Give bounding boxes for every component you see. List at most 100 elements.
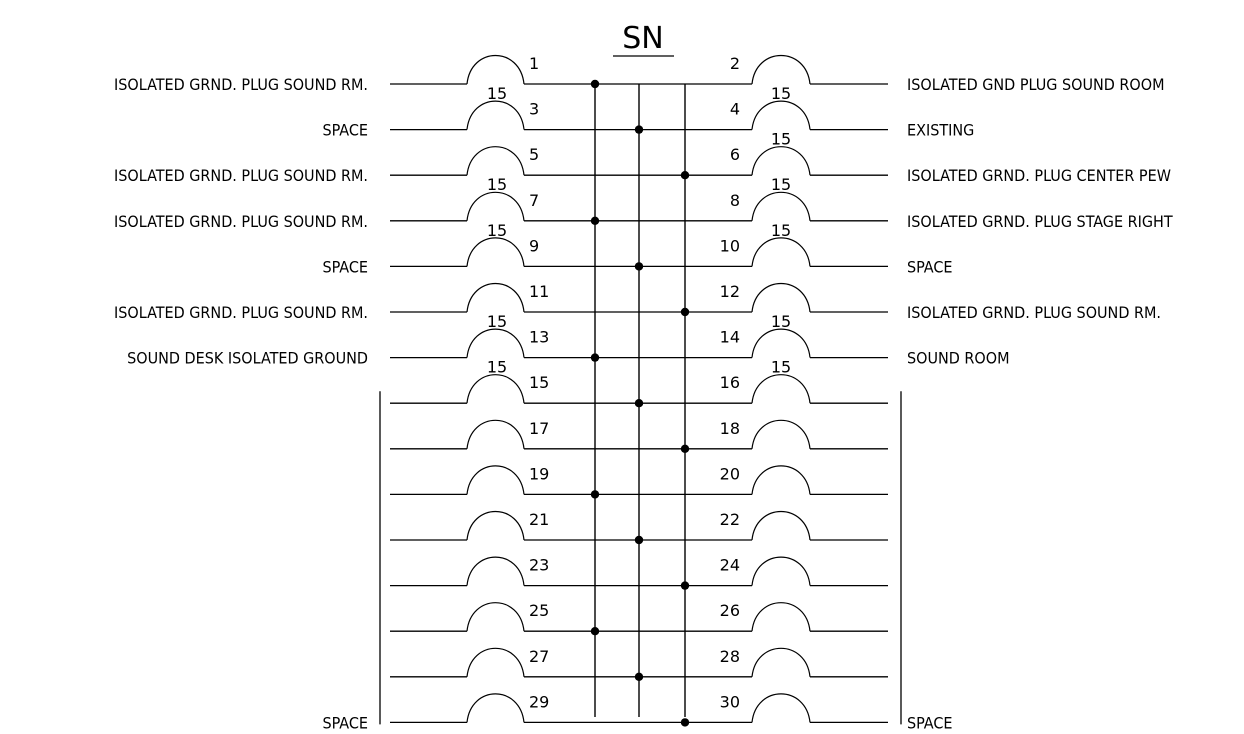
breaker-trip-rating: 15: [487, 221, 507, 240]
circuit-number: 5: [529, 145, 539, 164]
circuit-30: 30: [685, 692, 888, 724]
circuit-number: 12: [720, 282, 740, 301]
circuit-4: 4 15 EXISTING: [639, 100, 974, 149]
breaker-trip-rating: 15: [771, 312, 791, 331]
circuit-number: 20: [720, 464, 740, 483]
circuit-27: 27: [390, 647, 644, 681]
circuit-number: 28: [720, 647, 740, 666]
circuit-number: 25: [529, 601, 549, 620]
panel-title: SN: [613, 21, 674, 57]
space-group-label: SPACE: [907, 713, 953, 732]
circuit-14: 14 15 SOUND ROOM: [595, 328, 1010, 377]
circuit-17: 17: [390, 419, 690, 453]
circuit-20: 20: [595, 464, 888, 496]
space-group-label: SPACE: [322, 713, 368, 732]
breaker-symbol: [466, 510, 525, 541]
circuit-number: 4: [730, 100, 740, 119]
circuit-28: 28: [639, 647, 888, 678]
circuit-load-label: ISOLATED GRND. PLUG SOUND RM.: [114, 303, 368, 322]
circuit-19: 19: [390, 464, 600, 499]
circuit-3: 3 SPACE: [322, 100, 644, 140]
circuit-18: 18: [685, 419, 888, 450]
circuit-23: 23: [390, 556, 690, 590]
breaker-symbol: [751, 693, 811, 723]
circuit-number: 2: [730, 54, 740, 73]
breaker-symbol: [466, 237, 525, 267]
circuit-number: 3: [529, 100, 539, 119]
breaker-trip-rating: 15: [487, 312, 507, 331]
breaker-trip-rating: 15: [771, 175, 791, 194]
circuit-number: 13: [529, 328, 549, 347]
circuit-number: 21: [529, 510, 549, 529]
breaker-symbol: [466, 100, 525, 130]
breaker-symbol: [466, 602, 525, 632]
breaker-symbol: [466, 693, 525, 723]
circuit-13: 13 15 SOUND DESK ISOLATED GROUND: [127, 328, 600, 377]
circuit-number: 8: [730, 191, 740, 210]
circuit-load-label: ISOLATED GRND. PLUG CENTER PEW: [907, 166, 1171, 185]
circuit-load-label: SPACE: [907, 257, 953, 276]
circuit-21: 21: [390, 510, 644, 545]
circuit-1: 1 15 ISOLATED GRND. PLUG SOUND RM.: [114, 54, 600, 103]
circuit-load-label: SOUND ROOM: [907, 349, 1010, 368]
circuit-number: 7: [529, 191, 539, 210]
breaker-trip-rating: 15: [771, 221, 791, 240]
breaker-symbol: [466, 374, 525, 404]
circuit-29: 29: [390, 692, 690, 727]
circuit-25: 25: [390, 601, 600, 636]
breaker-symbol: [751, 191, 811, 221]
space-group-right: SPACE: [900, 391, 953, 732]
circuit-number: 26: [720, 601, 740, 620]
breaker-trip-rating: 15: [487, 358, 507, 377]
circuit-number: 16: [720, 373, 740, 392]
breaker-symbol: [751, 602, 811, 632]
breaker-symbol: [751, 146, 811, 176]
circuit-load-label: ISOLATED GRND. PLUG SOUND RM.: [114, 166, 368, 185]
circuit-load-label: ISOLATED GND PLUG SOUND ROOM: [907, 75, 1164, 94]
circuit-load-label: ISOLATED GRND. PLUG SOUND RM.: [907, 303, 1161, 322]
circuit-number: 23: [529, 556, 549, 575]
panel-name: SN: [622, 21, 663, 56]
breaker-symbol: [466, 54, 525, 85]
breaker-trip-rating: 15: [771, 84, 791, 103]
circuit-load-label: SPACE: [322, 121, 368, 140]
breaker-symbol: [751, 100, 811, 130]
breaker-symbol: [466, 191, 525, 221]
circuit-16: 16: [639, 373, 888, 404]
circuit-number: 27: [529, 647, 549, 666]
breaker-symbol: [751, 374, 811, 404]
breaker-symbol: [466, 146, 525, 176]
circuit-load-label: SOUND DESK ISOLATED GROUND: [127, 349, 368, 368]
breaker-trip-rating: 15: [487, 84, 507, 103]
breaker-symbol: [751, 54, 811, 85]
breaker-symbol: [751, 465, 811, 495]
circuit-number: 19: [529, 464, 549, 483]
breaker-symbol: [466, 465, 525, 495]
breaker-symbol: [466, 419, 525, 449]
circuit-24: 24: [685, 556, 888, 587]
circuit-number: 22: [720, 510, 740, 529]
circuit-number: 11: [529, 282, 549, 301]
circuit-load-label: ISOLATED GRND. PLUG SOUND RM.: [114, 75, 368, 94]
circuit-number: 1: [529, 54, 539, 73]
circuit-number: 30: [720, 692, 740, 711]
space-groups: SPACE SPACE: [322, 391, 953, 732]
circuit-load-label: ISOLATED GRND. PLUG STAGE RIGHT: [907, 212, 1173, 231]
breaker-trip-rating: 15: [487, 175, 507, 194]
circuit-load-label: SPACE: [322, 257, 368, 276]
breaker-symbol: [466, 556, 525, 586]
circuit-number: 29: [529, 692, 549, 711]
circuit-load-label: ISOLATED GRND. PLUG SOUND RM.: [114, 212, 368, 231]
circuit-number: 17: [529, 419, 549, 438]
circuit-load-label: EXISTING: [907, 121, 974, 140]
circuit-number: 10: [720, 236, 740, 255]
circuit-2: 2 15 ISOLATED GND PLUG SOUND ROOM: [595, 54, 1164, 103]
circuit-8: 8 15 ISOLATED GRND. PLUG STAGE RIGHT: [595, 191, 1173, 240]
circuit-number: 6: [730, 145, 740, 164]
circuit-number: 14: [720, 328, 740, 347]
circuit-5: 5 15 ISOLATED GRND. PLUG SOUND RM.: [114, 145, 690, 194]
space-group-left: SPACE: [322, 391, 381, 732]
circuit-11: 11 15 ISOLATED GRND. PLUG SOUND RM.: [114, 282, 690, 331]
